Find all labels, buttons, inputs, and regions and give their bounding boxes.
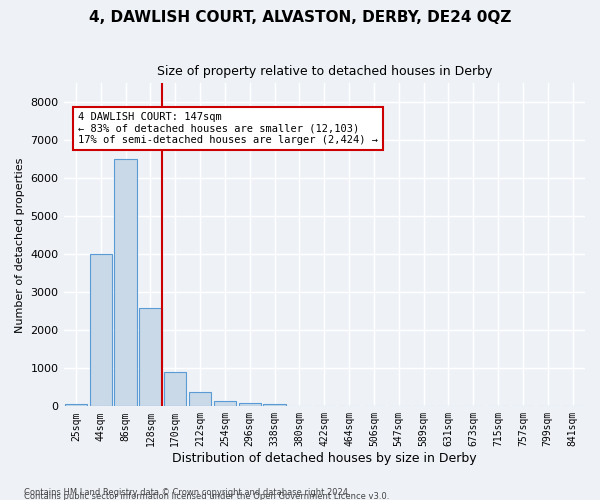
Bar	[115, 160, 137, 406]
Bar	[89, 254, 112, 406]
Text: 4, DAWLISH COURT, ALVASTON, DERBY, DE24 0QZ: 4, DAWLISH COURT, ALVASTON, DERBY, DE24 …	[89, 10, 511, 25]
Bar	[139, 308, 161, 406]
Bar	[189, 392, 211, 406]
Text: 4 DAWLISH COURT: 147sqm
← 83% of detached houses are smaller (12,103)
17% of sem: 4 DAWLISH COURT: 147sqm ← 83% of detache…	[78, 112, 378, 145]
Title: Size of property relative to detached houses in Derby: Size of property relative to detached ho…	[157, 65, 492, 78]
Bar	[65, 404, 87, 406]
Bar	[263, 404, 286, 406]
Bar	[239, 402, 261, 406]
Text: Contains public sector information licensed under the Open Government Licence v3: Contains public sector information licen…	[24, 492, 389, 500]
X-axis label: Distribution of detached houses by size in Derby: Distribution of detached houses by size …	[172, 452, 476, 465]
Bar	[214, 400, 236, 406]
Y-axis label: Number of detached properties: Number of detached properties	[15, 157, 25, 332]
Text: Contains HM Land Registry data © Crown copyright and database right 2024.: Contains HM Land Registry data © Crown c…	[24, 488, 350, 497]
Bar	[164, 372, 187, 406]
